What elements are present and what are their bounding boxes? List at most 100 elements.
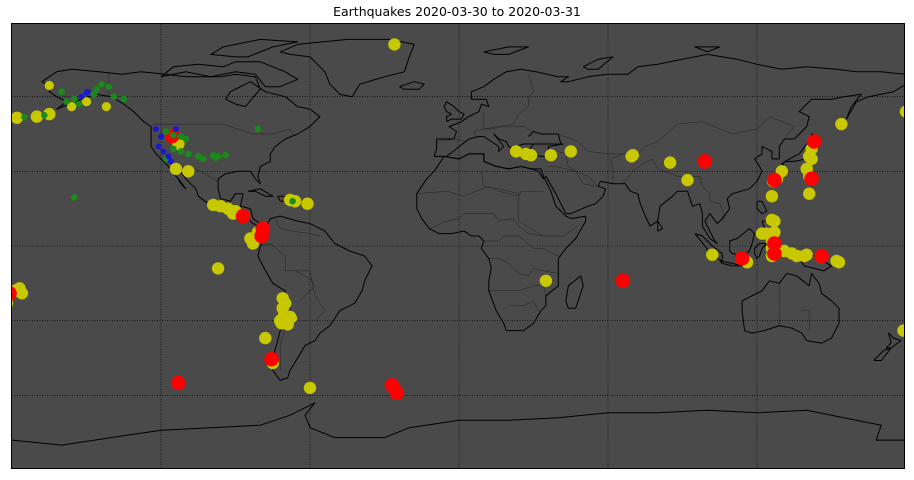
earthquake-marker [564, 145, 577, 158]
earthquake-marker [170, 132, 177, 139]
earthquake-marker [222, 151, 229, 159]
earthquake-marker [171, 375, 186, 391]
earthquake-marker [153, 126, 159, 132]
earthquake-markers [12, 38, 904, 401]
earthquake-marker [706, 248, 719, 261]
earthquake-marker [93, 85, 100, 93]
border-17 [508, 300, 539, 311]
coastline-4 [565, 275, 584, 309]
coastline-2 [433, 53, 904, 244]
earthquake-marker [15, 287, 29, 300]
earthquake-marker [800, 248, 813, 261]
earthquake-marker [172, 126, 179, 132]
earthquake-marker [832, 256, 846, 269]
coastline-5 [741, 272, 840, 344]
coastline-28 [446, 131, 562, 157]
coastline-13 [754, 243, 768, 259]
border-16 [488, 285, 547, 296]
earthquake-marker [177, 133, 185, 140]
earthquake-marker [12, 286, 17, 301]
earthquake-marker [389, 385, 405, 401]
earthquake-marker [182, 135, 190, 143]
coastline-29 [525, 143, 564, 157]
border-3 [483, 74, 534, 130]
world-map [11, 23, 905, 469]
earthquake-marker [524, 149, 538, 162]
coastline-10 [719, 260, 743, 267]
earthquake-marker [199, 155, 207, 163]
earthquake-marker [539, 274, 553, 287]
earthquake-marker [805, 152, 818, 166]
earthquake-marker [615, 273, 631, 289]
earthquake-marker [195, 153, 202, 160]
earthquake-marker [90, 90, 98, 98]
graticule [12, 24, 904, 468]
border-23 [801, 310, 810, 331]
earthquake-marker [212, 154, 219, 161]
earthquake-marker [81, 97, 92, 107]
earthquake-marker [30, 110, 43, 123]
earthquake-marker [155, 143, 162, 150]
earthquake-marker [160, 148, 167, 155]
border-15 [488, 258, 559, 277]
coastline-24 [210, 38, 299, 58]
earthquake-marker [63, 98, 70, 105]
border-7 [558, 151, 599, 187]
earthquake-marker [767, 172, 782, 188]
earthquake-marker [897, 324, 904, 337]
border-13 [429, 213, 544, 237]
border-11 [416, 186, 544, 197]
earthquake-marker [84, 88, 91, 95]
earthquake-marker [803, 187, 816, 200]
coastline-26 [694, 46, 721, 53]
earthquake-marker [388, 38, 401, 51]
coastline-27 [483, 46, 529, 55]
earthquake-marker [211, 262, 225, 275]
earthquake-marker [101, 102, 111, 112]
coastline-23 [160, 61, 299, 88]
coastline-25 [582, 56, 614, 70]
earthquake-marker [44, 80, 54, 91]
earthquake-marker [289, 197, 296, 205]
earthquake-marker [12, 111, 24, 124]
coastline-19 [657, 220, 664, 232]
earthquake-marker [21, 113, 28, 121]
earthquake-marker [162, 128, 170, 135]
border-18 [260, 243, 326, 321]
border-12 [481, 171, 579, 237]
earthquake-marker [264, 351, 279, 367]
coastline-17 [873, 347, 892, 361]
earthquake-marker [259, 331, 272, 345]
border-6 [558, 116, 795, 155]
earthquake-marker [301, 197, 314, 210]
coastline-6 [443, 101, 465, 123]
earthquake-marker [170, 145, 177, 153]
earthquake-marker [765, 190, 779, 203]
earthquake-marker [663, 156, 677, 169]
earthquake-marker [120, 95, 128, 103]
border-10 [622, 158, 725, 222]
earthquake-marker [254, 228, 269, 244]
earthquake-marker [182, 165, 195, 178]
coastline-16 [885, 332, 902, 349]
earthquake-marker [70, 194, 78, 201]
earthquake-marker [58, 88, 65, 95]
coastline-3 [416, 153, 587, 332]
earthquake-marker [169, 162, 183, 176]
coastline-14 [756, 200, 768, 215]
earthquake-marker [98, 80, 105, 88]
map-canvas [12, 24, 904, 468]
earthquake-marker [78, 93, 85, 100]
earthquake-marker [254, 125, 262, 133]
coastline-18 [399, 81, 425, 90]
earthquake-marker [167, 158, 174, 165]
earthquake-marker [165, 153, 172, 160]
earthquake-marker [235, 208, 251, 224]
border-5 [473, 126, 534, 137]
country-borders [108, 71, 810, 371]
earthquake-marker [804, 171, 819, 187]
border-9 [610, 153, 623, 184]
earthquake-marker [768, 214, 781, 228]
map-title: Earthquakes 2020-03-30 to 2020-03-31 [333, 4, 581, 19]
border-8 [548, 166, 599, 187]
